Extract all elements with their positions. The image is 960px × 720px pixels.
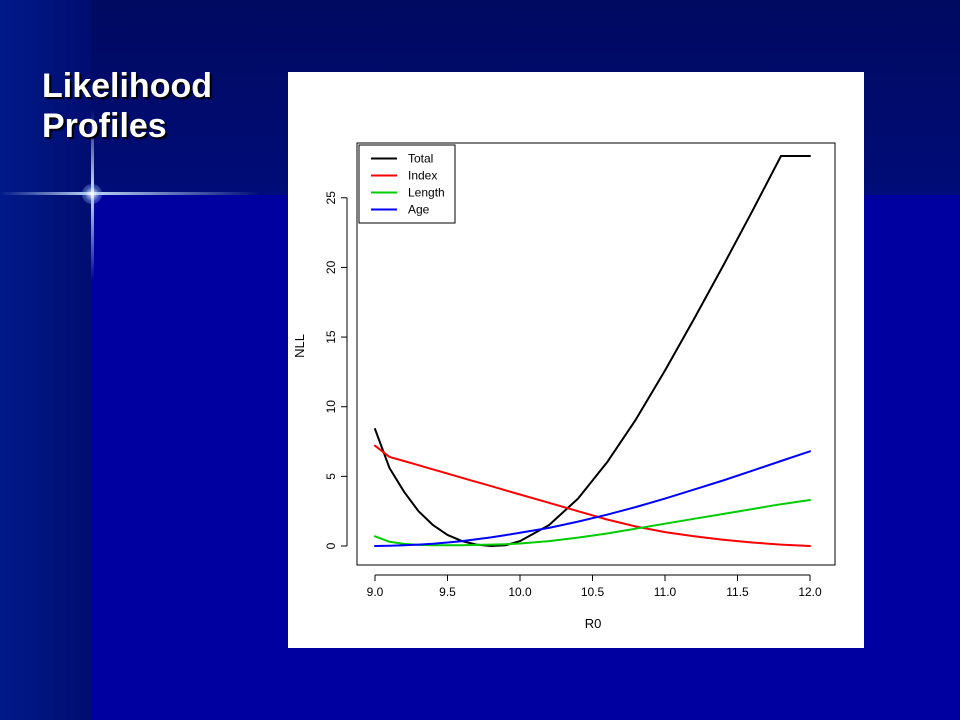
plot-frame (356, 142, 836, 566)
background-left-strip (0, 0, 92, 720)
y-tick-label: 5 (324, 473, 338, 480)
chart-panel: 9.0 9.5 10.0 10.5 11.0 11.5 12.0 0 5 10 15 20 25 R0… (288, 72, 864, 648)
y-tick-label: 20 (324, 260, 338, 274)
slide-title: Likelihood Profiles (42, 66, 212, 146)
legend: Total Index Length Age (358, 144, 456, 224)
light-flare-horizontal (0, 192, 260, 195)
x-axis-label: R0 (585, 616, 602, 631)
light-flare-glow (82, 184, 102, 204)
legend-label-length: Length (408, 186, 445, 200)
x-tick-label: 9.0 (367, 585, 384, 599)
series-line-age (374, 450, 811, 547)
y-axis-label: NLL (292, 334, 307, 358)
x-tick-label: 11.0 (654, 585, 677, 599)
y-tick-label: 15 (324, 330, 338, 344)
slide-title-line-2: Profiles (42, 107, 167, 145)
y-tick-label: 10 (324, 400, 338, 414)
series-line-index (374, 444, 811, 547)
likelihood-profile-chart: 9.0 9.5 10.0 10.5 11.0 11.5 12.0 0 5 10 15 20 25 R0… (292, 142, 836, 631)
x-tick-label: 12.0 (798, 585, 822, 599)
legend-label-index: Index (408, 169, 437, 183)
x-tick-label: 9.5 (439, 585, 456, 599)
series-line-total (374, 155, 811, 547)
series-layer (374, 155, 811, 547)
y-tick-label: 0 (324, 542, 338, 549)
x-axis: 9.0 9.5 10.0 10.5 11.0 11.5 12.0 (367, 574, 822, 599)
legend-label-total: Total (408, 152, 433, 166)
legend-label-age: Age (408, 203, 430, 217)
series-line-length (374, 499, 811, 547)
y-axis: 0 5 10 15 20 25 (324, 191, 348, 549)
x-tick-label: 10.5 (581, 585, 605, 599)
legend-box (358, 144, 456, 224)
x-tick-label: 10.0 (508, 585, 532, 599)
y-tick-label: 25 (324, 191, 338, 205)
x-tick-label: 11.5 (726, 585, 749, 599)
slide-title-line-1: Likelihood (42, 67, 212, 105)
